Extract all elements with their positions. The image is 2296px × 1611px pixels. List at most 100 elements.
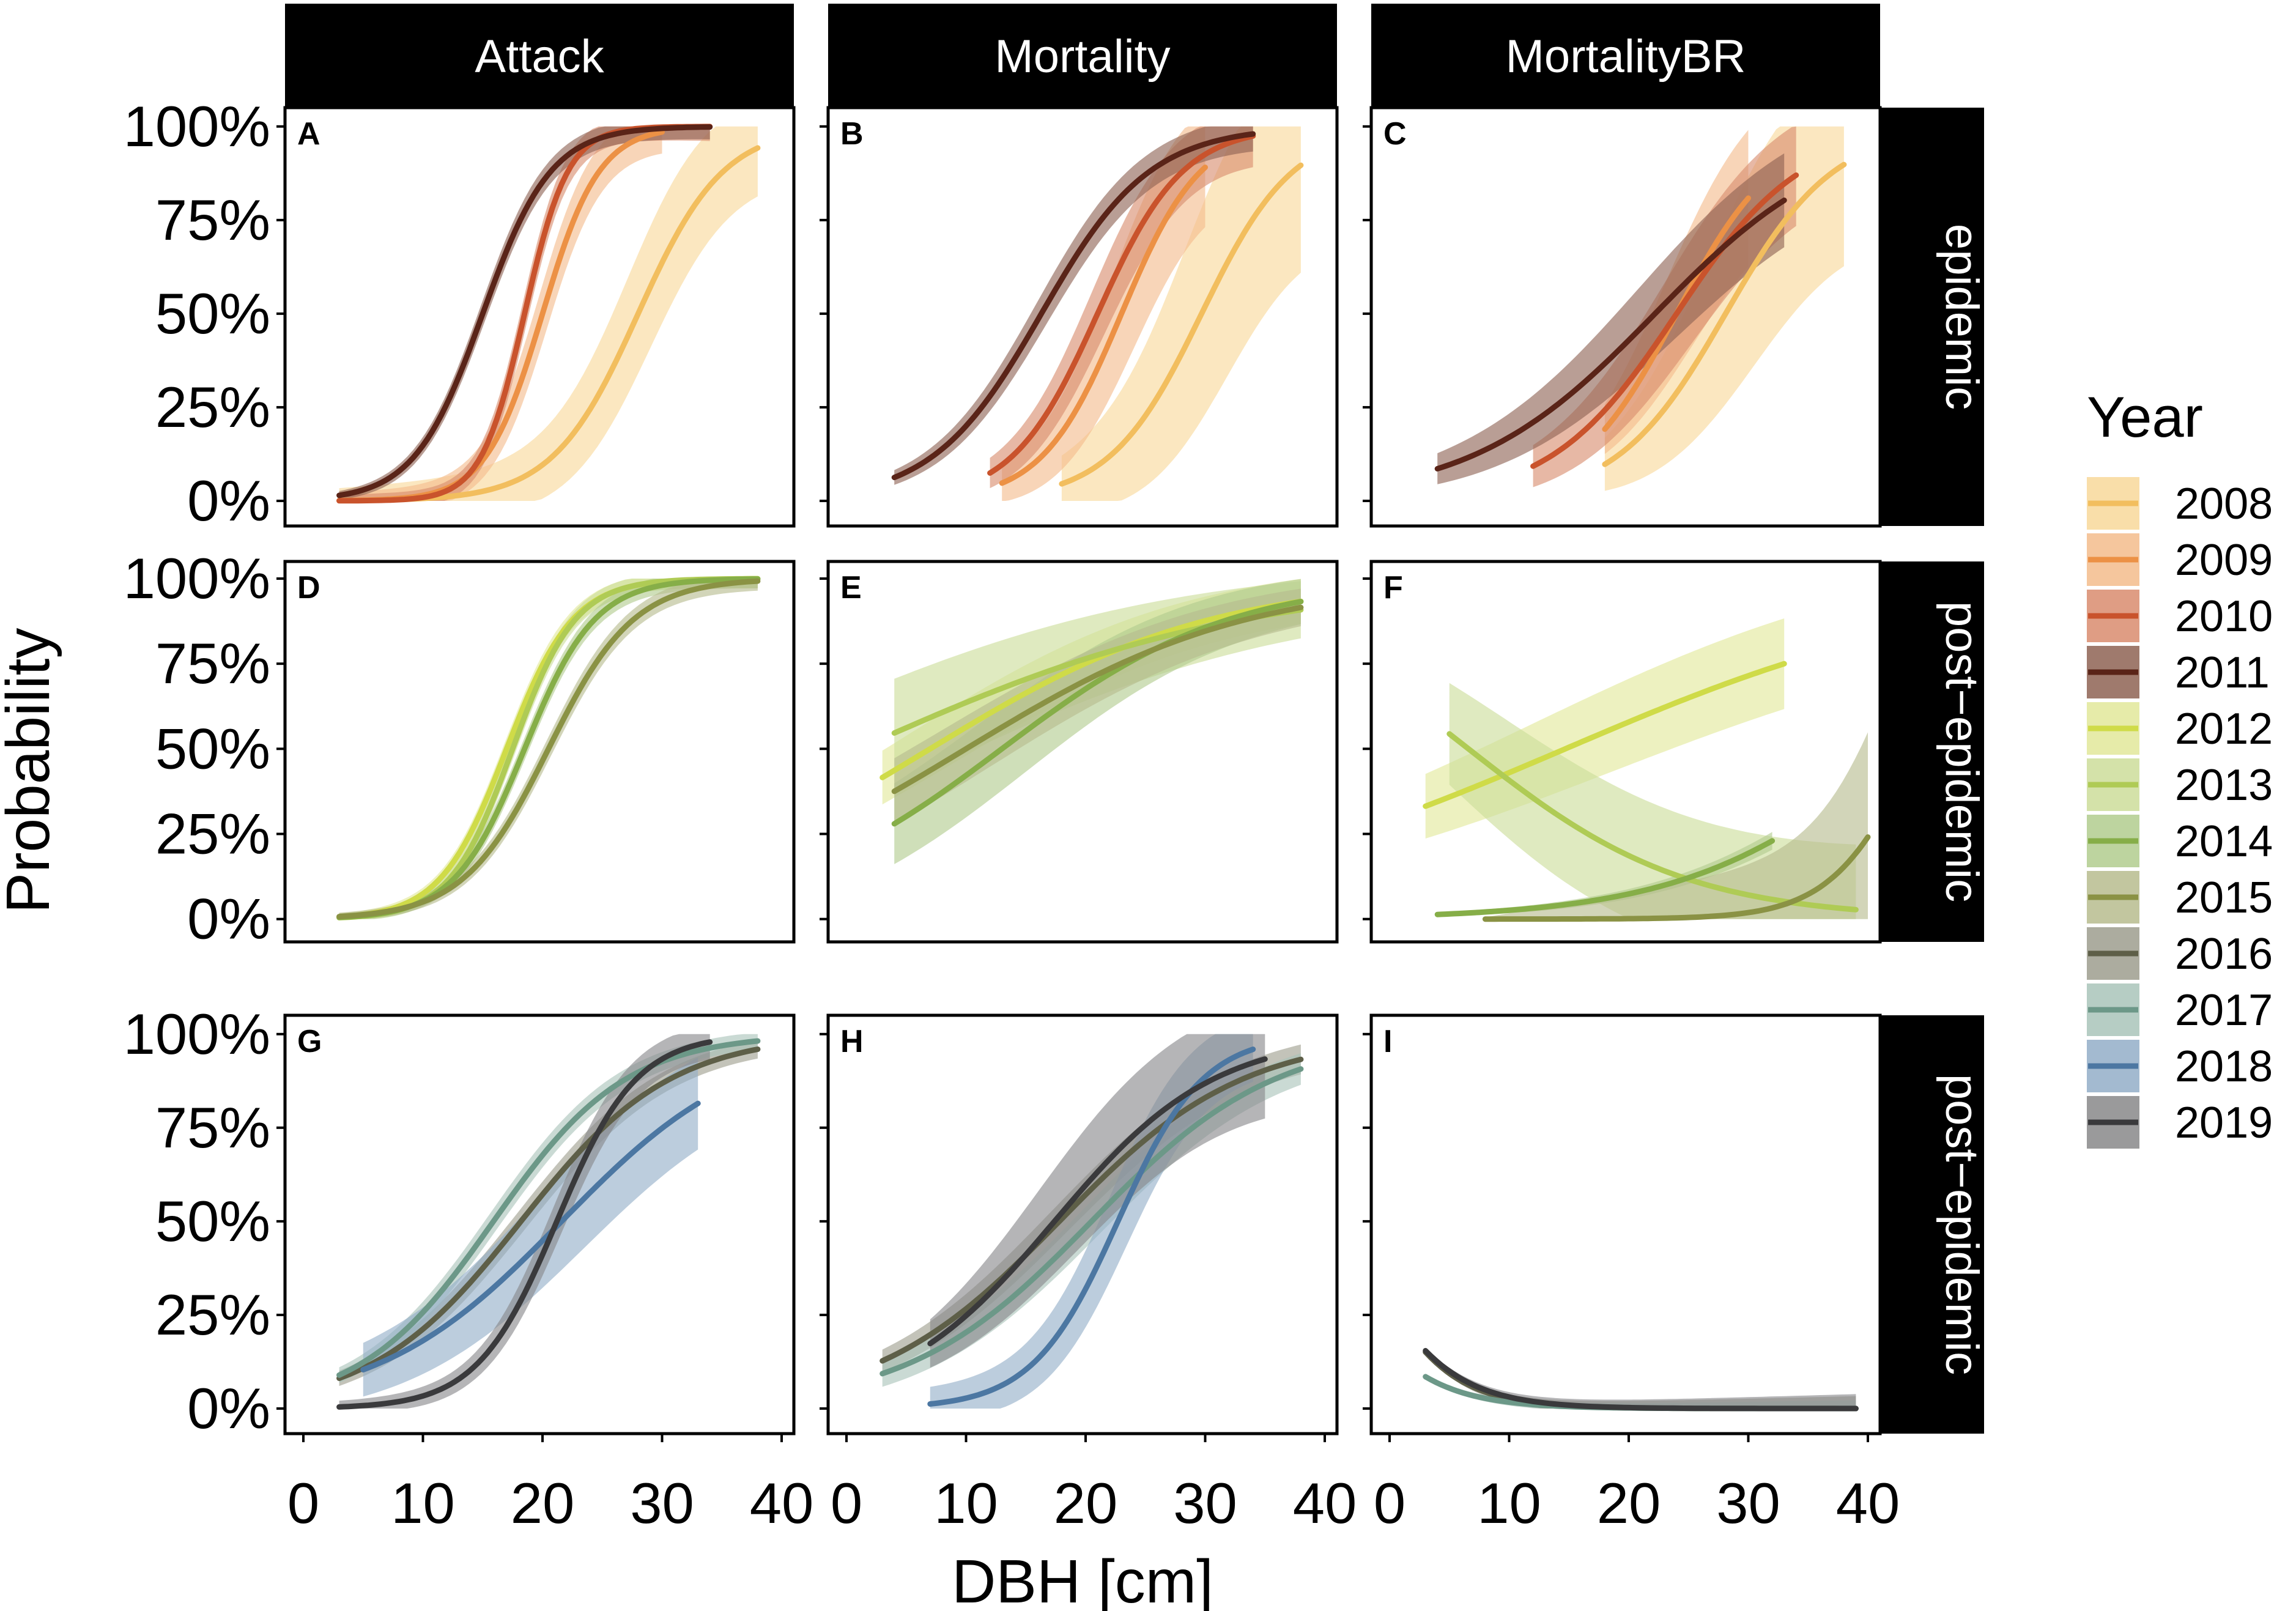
x-tick-label: 10 <box>391 1471 455 1535</box>
row-strip-post-epidemic-1: post−epidemic <box>1880 561 1988 942</box>
x-tick-label: 20 <box>1054 1471 1118 1535</box>
x-tick-label: 40 <box>1836 1471 1900 1535</box>
y-tick-label: 50% <box>155 1189 270 1253</box>
x-tick-label: 0 <box>1374 1471 1405 1535</box>
series-line-2017 <box>336 1038 761 1378</box>
panel-data <box>1423 618 1871 922</box>
panel-data <box>1423 1347 1859 1412</box>
legend-label-2008: 2008 <box>2175 480 2273 528</box>
y-axis-title: Probability <box>0 628 62 914</box>
x-tick-label: 0 <box>831 1471 862 1535</box>
y-tick-label: 25% <box>155 375 270 439</box>
ci-band-2018 <box>363 1057 698 1397</box>
x-tick-label: 30 <box>1173 1471 1237 1535</box>
series-line-2015 <box>1482 834 1871 922</box>
series-line-2016 <box>336 1046 761 1381</box>
legend-label-2010: 2010 <box>2175 592 2273 641</box>
x-tick-label: 0 <box>287 1471 319 1535</box>
legend-title: Year <box>2087 385 2203 449</box>
panel-tag-b: B <box>840 116 864 152</box>
legend-item-2012: 2012 <box>2087 702 2273 755</box>
series-line-2008 <box>1059 162 1304 487</box>
legend-label-2017: 2017 <box>2175 986 2273 1035</box>
series-line-2010 <box>1530 172 1799 469</box>
series-line-2012 <box>880 598 1304 780</box>
panel-frame <box>1369 1013 1882 1435</box>
column-label-mortalitybr: MortalityBR <box>1506 31 1746 83</box>
ci-band-2008 <box>1061 126 1301 502</box>
panel-tag-f: F <box>1383 570 1403 606</box>
ci-band-2019 <box>930 1034 1265 1368</box>
series-line-2019 <box>1423 1347 1859 1412</box>
row-label-post-epidemic-2: post−epidemic <box>1936 1074 1988 1375</box>
panel-g: G <box>276 1013 796 1442</box>
panel-data <box>336 576 761 920</box>
panel-tag-i: I <box>1383 1024 1392 1059</box>
y-tick-label: 25% <box>155 802 270 866</box>
ci-band-2011 <box>339 126 710 500</box>
legend-label-2013: 2013 <box>2175 761 2273 810</box>
x-tick-label: 40 <box>750 1471 814 1535</box>
legend-label-2011: 2011 <box>2175 648 2270 697</box>
y-tick-label: 75% <box>155 188 270 252</box>
series-line-2015 <box>336 578 761 920</box>
legend-label-2014: 2014 <box>2175 817 2273 866</box>
ci-band-2013 <box>1449 683 1856 919</box>
panel-a: A <box>276 106 796 528</box>
panel-data <box>891 126 1304 502</box>
panel-b: B <box>820 106 1339 528</box>
panel-tag-a: A <box>297 116 320 152</box>
x-tick-label: 40 <box>1293 1471 1357 1535</box>
panel-tag-c: C <box>1383 116 1407 152</box>
legend-label-2018: 2018 <box>2175 1042 2273 1091</box>
x-tick-label: 30 <box>1716 1471 1780 1535</box>
y-tick-label: 50% <box>155 716 270 780</box>
y-tick-label: 75% <box>155 1095 270 1160</box>
series-line-2018 <box>927 1046 1256 1407</box>
panel-data <box>880 1034 1304 1409</box>
y-tick-label: 100% <box>124 1002 270 1066</box>
column-label-attack: Attack <box>475 31 604 83</box>
x-tick-label: 30 <box>630 1471 694 1535</box>
y-tick-label: 0% <box>187 1376 270 1440</box>
panel-tag-e: E <box>840 570 862 606</box>
strip-background <box>1880 108 1984 526</box>
panel-data <box>1434 126 1847 491</box>
strip-background <box>1880 1015 1984 1434</box>
ci-band-2019 <box>1425 1347 1856 1409</box>
series-line-2012 <box>1423 661 1787 809</box>
series-line-2010 <box>987 133 1256 476</box>
panel-data <box>336 124 761 504</box>
y-tick-label: 0% <box>187 468 270 533</box>
panel-grid: A B C D E F G H I <box>276 106 1882 1442</box>
ci-band-2008 <box>339 126 758 502</box>
series-line-2011 <box>1434 198 1787 472</box>
legend-label-2012: 2012 <box>2175 705 2273 754</box>
legend-item-2014: 2014 <box>2087 815 2273 867</box>
row-strip-epidemic: epidemic <box>1880 108 1988 526</box>
legend-label-2009: 2009 <box>2175 536 2273 585</box>
x-tick-label: 20 <box>1597 1471 1661 1535</box>
x-tick-label: 20 <box>511 1471 575 1535</box>
legend-item-2009: 2009 <box>2087 533 2273 586</box>
panel-tag-d: D <box>297 570 320 606</box>
y-tick-label: 25% <box>155 1283 270 1347</box>
series-line-2008 <box>1602 161 1847 467</box>
panel-frame <box>283 560 796 944</box>
series-line-2011 <box>891 131 1256 481</box>
column-strip-mortalitybr: MortalityBR <box>1371 4 1880 108</box>
series-line-2019 <box>927 1056 1268 1347</box>
y-tick-label: 100% <box>124 94 270 158</box>
y-tick-label: 0% <box>187 887 270 951</box>
legend-item-2015: 2015 <box>2087 871 2273 924</box>
series-line-2009 <box>999 165 1208 486</box>
series-line-2014 <box>1434 838 1776 917</box>
panel-f: F <box>1363 560 1882 944</box>
legend-label-2015: 2015 <box>2175 873 2273 922</box>
legend-items: 2008 2009 2010 2011 2012 2013 2014 2015 2016 2017… <box>2087 477 2273 1149</box>
y-tick-labels: 0% 25% 50% 75% 100% 0% 25% 50% 75% 100% 0% 25% 50% 75… <box>124 94 270 1440</box>
legend-item-2008: 2008 <box>2087 477 2273 530</box>
x-tick-labels: 0 10 20 30 40 0 10 20 30 40 0 10 20 30 40 <box>287 1471 1900 1535</box>
series-line-2011 <box>336 124 713 498</box>
legend-item-2019: 2019 <box>2087 1096 2273 1149</box>
